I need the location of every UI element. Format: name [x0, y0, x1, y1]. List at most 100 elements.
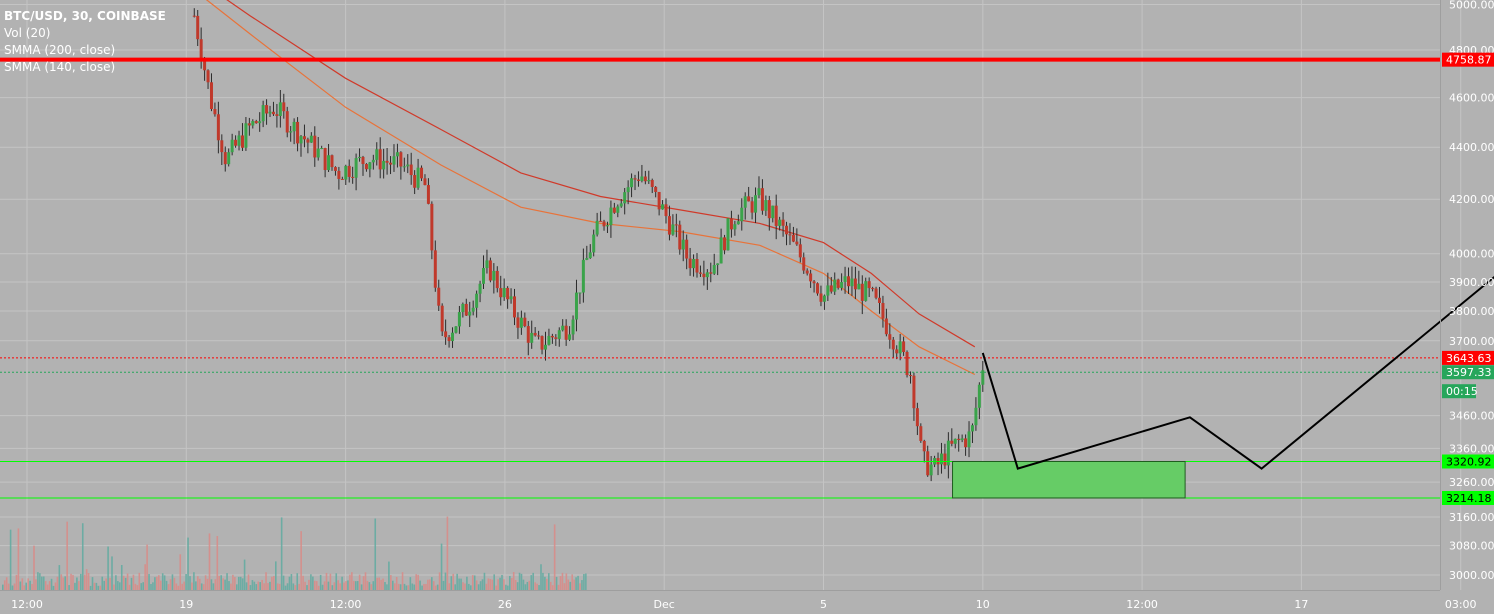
candle-body [888, 334, 892, 340]
candle-body [502, 287, 506, 298]
volume-bar [52, 585, 55, 590]
candle-body [667, 216, 671, 235]
volume-bar [481, 579, 484, 590]
volume-bar [518, 572, 521, 590]
volume-bar [446, 516, 449, 590]
volume-bar [354, 581, 357, 590]
candle-body [375, 149, 379, 160]
volume-bar [399, 584, 402, 590]
volume-bar [419, 580, 421, 590]
volume-bar [345, 581, 347, 590]
volume-bar [310, 574, 312, 590]
candle-body [943, 453, 947, 466]
candle-body [550, 335, 554, 338]
volume-bar [452, 573, 455, 590]
candle-body [526, 326, 530, 343]
volume-bar [275, 561, 277, 590]
volume-bar [393, 583, 396, 590]
volume-bar [561, 572, 564, 590]
volume-bar [220, 575, 222, 590]
volume-bar [536, 583, 538, 590]
support-zone-rect[interactable] [952, 460, 1186, 499]
volume-bar [364, 572, 367, 590]
candle-body [633, 178, 637, 180]
volume-bar [337, 580, 339, 590]
volume-bar [321, 584, 324, 590]
indicator-smma-200[interactable]: SMMA (200, close) [4, 43, 116, 57]
candle-body [420, 167, 424, 179]
volume-bar [585, 573, 587, 590]
volume-bar [236, 584, 238, 590]
candle-body [530, 332, 534, 343]
volume-bar [101, 576, 104, 590]
volume-bar [173, 577, 176, 590]
candle-body [230, 139, 234, 153]
candle-body [547, 335, 551, 345]
volume-bar [388, 561, 390, 590]
volume-bar [413, 584, 416, 590]
indicator-smma-140[interactable]: SMMA (140, close) [4, 60, 116, 74]
candle-body [791, 234, 795, 242]
candle-body [227, 152, 231, 165]
volume-bar [495, 585, 497, 590]
candle-body [271, 111, 275, 115]
candle-body [320, 148, 324, 150]
candle-body [729, 218, 733, 230]
candle-body [358, 156, 362, 159]
volume-bar [466, 576, 468, 590]
candle-body [240, 135, 244, 148]
candle-body [953, 438, 957, 444]
volume-bar [524, 584, 527, 590]
candle-body [850, 278, 854, 287]
volume-bar [66, 521, 68, 590]
volume-bar [202, 584, 205, 590]
candle-body [709, 272, 713, 274]
volume-bar [130, 577, 133, 590]
symbol-title[interactable]: BTC/USD, 30, COINBASE [4, 9, 166, 23]
candle-body [819, 293, 823, 302]
candle-body [389, 162, 393, 165]
volume-bar [534, 582, 536, 590]
candle-body [678, 224, 682, 250]
candle-body [802, 257, 806, 271]
y-tick-label: 3900.00 [1449, 276, 1494, 289]
candle-body [781, 219, 785, 226]
volume-bar [42, 576, 45, 590]
candle-body [681, 239, 685, 250]
candle-body [798, 244, 802, 258]
indicator-volume[interactable]: Vol (20) [4, 26, 51, 40]
candle-body [392, 156, 396, 165]
volume-bar [386, 584, 388, 590]
volume-bar [551, 585, 554, 590]
candle-body [630, 178, 634, 188]
volume-bar [251, 580, 254, 590]
candle-body [771, 205, 775, 219]
volume-bar [19, 581, 22, 590]
volume-bar [31, 584, 33, 590]
candle-body [960, 438, 964, 441]
candle-body [444, 331, 448, 338]
volume-bar [292, 583, 295, 590]
candle-body [723, 237, 727, 251]
volume-bar [528, 580, 531, 590]
volume-bar [555, 576, 558, 590]
x-axis[interactable]: 12:00 19 12:00 26 Dec 5 10 12:00 17 03:00 [0, 590, 1477, 612]
y-tick-label: 3700.00 [1449, 335, 1494, 348]
projection-path[interactable] [981, 59, 1494, 470]
volume-bar [23, 585, 26, 590]
candle-body [664, 204, 668, 217]
candle-body [254, 121, 258, 124]
volume-bar [120, 564, 123, 590]
volume-bar [471, 575, 474, 590]
y-axis[interactable]: 5000.004800.004600.004400.004200.004000.… [1440, 0, 1494, 590]
volume-bar [60, 574, 63, 590]
volume-bar [417, 574, 419, 590]
volume-bar [70, 573, 72, 590]
volume-bar [458, 578, 460, 590]
candle-body [915, 408, 919, 427]
volume-bar [269, 581, 271, 590]
candle-body [847, 276, 851, 287]
volume-bar [298, 583, 300, 590]
volume-bar [263, 583, 265, 590]
